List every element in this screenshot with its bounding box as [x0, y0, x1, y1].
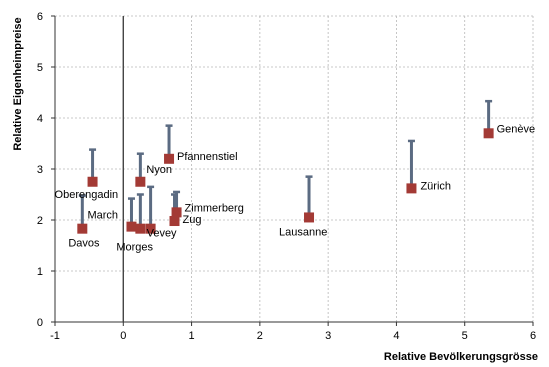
- tick-labels: -1 0 1 2 3 4 5 6 0 1 2 3 4 5 6: [37, 11, 536, 342]
- data-point: [304, 212, 315, 223]
- point-label: Morges: [116, 242, 153, 254]
- y-tick-label: 2: [37, 215, 43, 227]
- x-axis-title: Relative Bevölkerungsgrösse: [384, 351, 538, 363]
- data-points: [77, 128, 494, 234]
- point-label: Oberengadin: [55, 189, 119, 201]
- point-label: Davos: [68, 238, 100, 250]
- data-point: [77, 223, 88, 234]
- x-tick-label: 2: [257, 330, 263, 342]
- x-tick-label: 4: [393, 330, 399, 342]
- point-label: Zimmerberg: [185, 202, 244, 214]
- x-tick-label: 1: [189, 330, 195, 342]
- grid-lines: [55, 15, 534, 322]
- x-tick-label: 3: [325, 330, 331, 342]
- point-label: March: [87, 210, 118, 222]
- x-tick-label: 5: [462, 330, 468, 342]
- point-labels: Davos Oberengadin March Morges Vevey Nyon Pfan…: [55, 123, 536, 253]
- data-point: [164, 153, 175, 164]
- data-point: [135, 223, 146, 234]
- x-tick-label: 0: [120, 330, 126, 342]
- y-tick-label: 3: [37, 164, 43, 176]
- point-label: Zug: [183, 214, 202, 226]
- data-point: [145, 223, 156, 234]
- y-tick-label: 1: [37, 266, 43, 278]
- data-point: [135, 176, 146, 187]
- point-label: Nyon: [146, 164, 172, 176]
- point-label: Genève: [497, 123, 536, 135]
- x-tick-label: -1: [50, 330, 60, 342]
- data-point: [483, 128, 494, 139]
- data-point: [169, 216, 180, 227]
- point-label: Zürich: [420, 180, 451, 192]
- y-axis-title: Relative Eigenheimpreise: [12, 17, 24, 150]
- data-point: [126, 221, 137, 232]
- axes: [51, 15, 534, 326]
- data-point: [171, 207, 182, 218]
- y-tick-label: 5: [37, 62, 43, 74]
- data-point: [87, 176, 98, 187]
- point-label: Lausanne: [279, 226, 327, 238]
- y-tick-label: 4: [37, 113, 43, 125]
- point-label: Pfannenstiel: [177, 151, 238, 163]
- point-label: Vevey: [147, 228, 177, 240]
- y-tick-label: 0: [37, 317, 43, 329]
- y-tick-label: 6: [37, 11, 43, 23]
- x-tick-label: 6: [530, 330, 536, 342]
- range-bars: [78, 99, 493, 229]
- data-point: [406, 183, 417, 194]
